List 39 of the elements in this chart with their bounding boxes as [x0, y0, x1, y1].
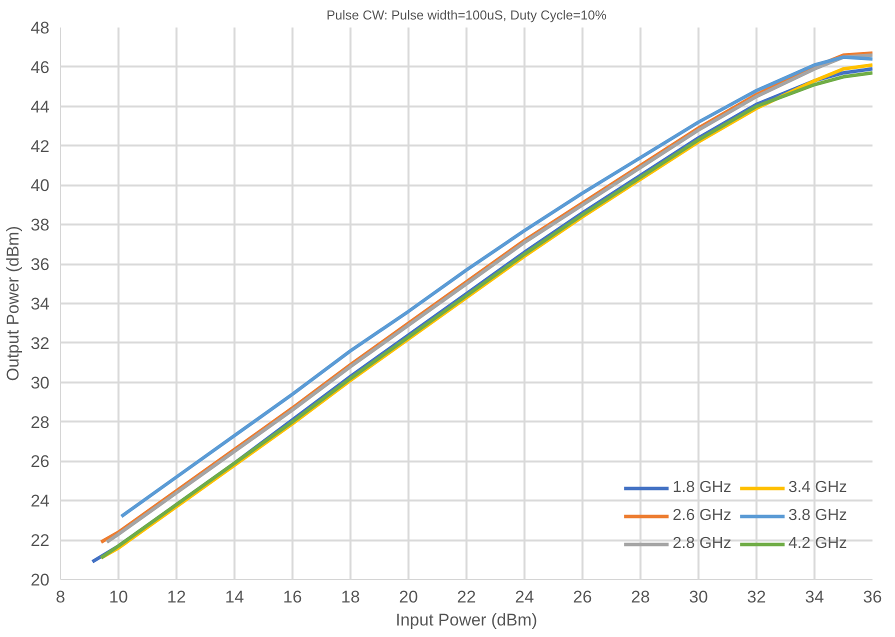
- y-tick-label: 34: [30, 294, 50, 314]
- x-tick-label: 24: [515, 588, 534, 606]
- legend-label: 1.8 GHz: [672, 479, 732, 497]
- y-tick-label: 42: [30, 136, 50, 156]
- legend-label: 3.4 GHz: [788, 479, 847, 497]
- x-tick-label: 12: [167, 588, 186, 606]
- x-tick-label: 30: [689, 588, 708, 606]
- y-tick-label: 20: [30, 570, 50, 590]
- x-tick-label: 8: [56, 588, 66, 606]
- y-tick-label: 46: [30, 58, 50, 77]
- y-tick-label: 28: [30, 412, 50, 432]
- y-tick-label: 30: [30, 373, 50, 392]
- y-tick-label: 48: [30, 18, 50, 38]
- x-axis-title: Input Power (dBm): [396, 610, 538, 630]
- x-tick-label: 14: [225, 588, 244, 606]
- x-tick-label: 18: [341, 588, 360, 606]
- y-tick-label: 40: [30, 176, 50, 196]
- legend-label: 3.8 GHz: [788, 507, 847, 525]
- y-tick-label: 44: [30, 97, 50, 116]
- y-tick-label: 36: [30, 255, 50, 274]
- y-axis-title: Output Power (dBm): [4, 226, 23, 381]
- x-tick-label: 32: [747, 588, 766, 606]
- chart-title: Pulse CW: Pulse width=100uS, Duty Cycle=10%: [326, 8, 607, 22]
- legend-label: 2.8 GHz: [672, 535, 732, 553]
- y-tick-label: 38: [30, 216, 50, 235]
- x-tick-label: 28: [631, 588, 650, 606]
- x-tick-label: 34: [805, 588, 824, 606]
- x-tick-label: 36: [863, 588, 882, 606]
- y-tick-label: 32: [30, 334, 50, 353]
- x-tick-label: 20: [399, 588, 418, 606]
- x-tick-label: 22: [457, 588, 476, 606]
- y-tick-label: 22: [30, 531, 50, 550]
- x-tick-label: 26: [573, 588, 592, 606]
- y-tick-label: 26: [30, 452, 50, 472]
- y-tick-label: 24: [30, 492, 50, 511]
- x-tick-label: 16: [283, 588, 302, 606]
- legend-label: 4.2 GHz: [788, 535, 847, 553]
- legend-label: 2.6 GHz: [672, 507, 732, 525]
- x-tick-label: 10: [109, 588, 128, 606]
